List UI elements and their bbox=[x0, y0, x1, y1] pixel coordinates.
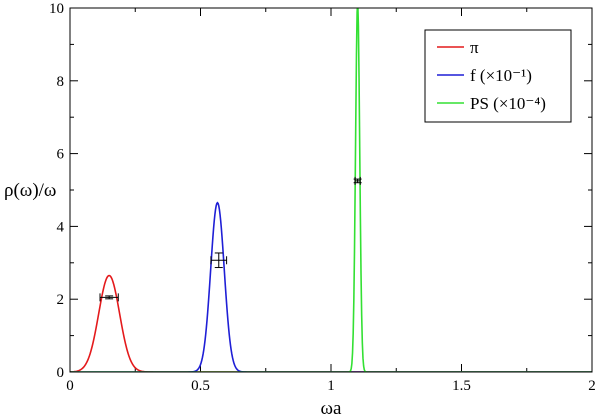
x-tick-label: 1.5 bbox=[452, 378, 471, 394]
y-tick-label: 4 bbox=[57, 219, 65, 235]
y-tick-label: 6 bbox=[57, 147, 65, 163]
error-bar-1 bbox=[99, 293, 119, 302]
error-bar-3 bbox=[353, 176, 362, 185]
y-tick-label: 8 bbox=[57, 74, 65, 90]
x-tick-label: 1 bbox=[327, 378, 335, 394]
y-tick-label: 0 bbox=[57, 365, 65, 381]
legend-box bbox=[424, 29, 572, 123]
legend-label-2: f (×10⁻¹) bbox=[470, 66, 532, 85]
legend: π f (×10⁻¹) PS (×10⁻⁴) bbox=[424, 29, 572, 123]
x-tick-label: 0.5 bbox=[191, 378, 210, 394]
legend-label-3: PS (×10⁻⁴) bbox=[470, 94, 546, 113]
plot-frame bbox=[69, 7, 593, 373]
x-tick-label: 2 bbox=[588, 378, 596, 394]
x-axis-label: ωa bbox=[321, 398, 343, 419]
legend-label-1: π bbox=[470, 38, 479, 57]
y-axis-label: ρ(ω)/ω bbox=[4, 180, 56, 201]
x-tick-label: 0 bbox=[66, 378, 74, 394]
y-tick-label: 10 bbox=[49, 1, 64, 17]
error-bar-2 bbox=[210, 252, 228, 269]
y-tick-label: 2 bbox=[57, 292, 65, 308]
